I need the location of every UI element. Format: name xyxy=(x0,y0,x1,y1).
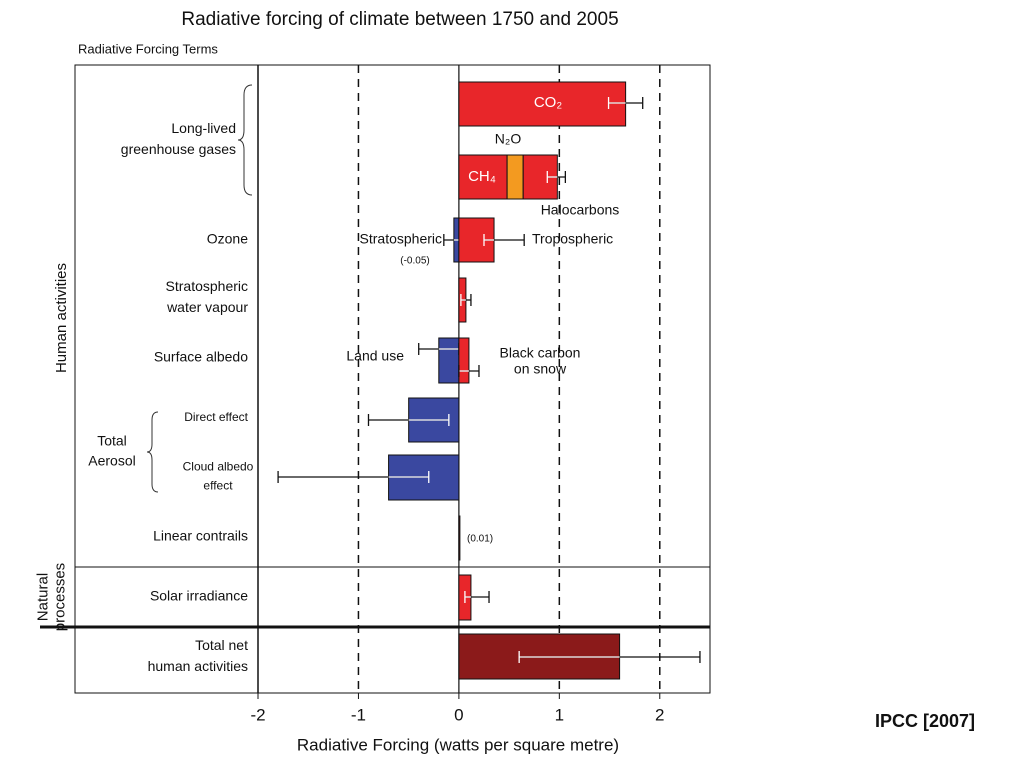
group-label: Natural xyxy=(34,573,51,621)
value-label: (0.01) xyxy=(467,534,493,545)
chart-title: Radiative forcing of climate between 175… xyxy=(181,9,618,30)
row-label: Solar irradiance xyxy=(150,588,248,604)
row-label: water vapour xyxy=(166,299,248,315)
bar-name: Halocarbons xyxy=(541,202,620,218)
row-label: Linear contrails xyxy=(153,528,248,544)
row-label: Stratospheric xyxy=(166,278,248,294)
source: IPCC [2007] xyxy=(875,711,975,731)
row-label: Ozone xyxy=(207,231,248,247)
bar-name: Land use xyxy=(346,348,404,364)
bar xyxy=(458,81,627,127)
brace xyxy=(146,411,159,493)
x-tick-label: -2 xyxy=(250,705,265,724)
bar xyxy=(458,515,461,561)
bar-name: Tropospheric xyxy=(532,231,613,247)
row-label: Cloud albedo xyxy=(183,460,254,474)
row-label: greenhouse gases xyxy=(121,141,236,157)
x-axis-label: Radiative Forcing (watts per square metr… xyxy=(297,735,619,754)
bar-name: on snow xyxy=(514,361,567,377)
x-tick-label: 2 xyxy=(655,705,664,724)
bar xyxy=(438,337,460,384)
row-label: Long-lived xyxy=(171,120,236,136)
bar xyxy=(458,337,470,384)
x-tick-label: -1 xyxy=(351,705,366,724)
x-tick-label: 0 xyxy=(454,705,463,724)
aerosol-label: Total xyxy=(97,433,127,449)
brace xyxy=(237,84,253,196)
bar xyxy=(458,154,508,200)
row-label: effect xyxy=(203,479,233,493)
row-label: Surface albedo xyxy=(154,349,248,365)
x-tick-label: 1 xyxy=(555,705,564,724)
chart-subtitle: Radiative Forcing Terms xyxy=(78,41,218,56)
plot-frame xyxy=(74,64,711,694)
row-label: Direct effect xyxy=(184,410,248,424)
aerosol-label: Aerosol xyxy=(88,453,135,469)
bar-name: Black carbon xyxy=(500,345,581,361)
bar-name: CO₂ xyxy=(534,94,563,111)
row-label: human activities xyxy=(148,658,248,674)
bar-name: N₂O xyxy=(495,131,522,147)
bar-name: Stratospheric xyxy=(360,231,442,247)
value-label: (-0.05) xyxy=(400,256,429,267)
bar xyxy=(506,154,524,200)
row-label: Total net xyxy=(195,637,248,653)
group-label: Human activities xyxy=(53,263,70,373)
group-label: processes xyxy=(51,563,68,631)
bar-name: CH₄ xyxy=(468,168,496,185)
